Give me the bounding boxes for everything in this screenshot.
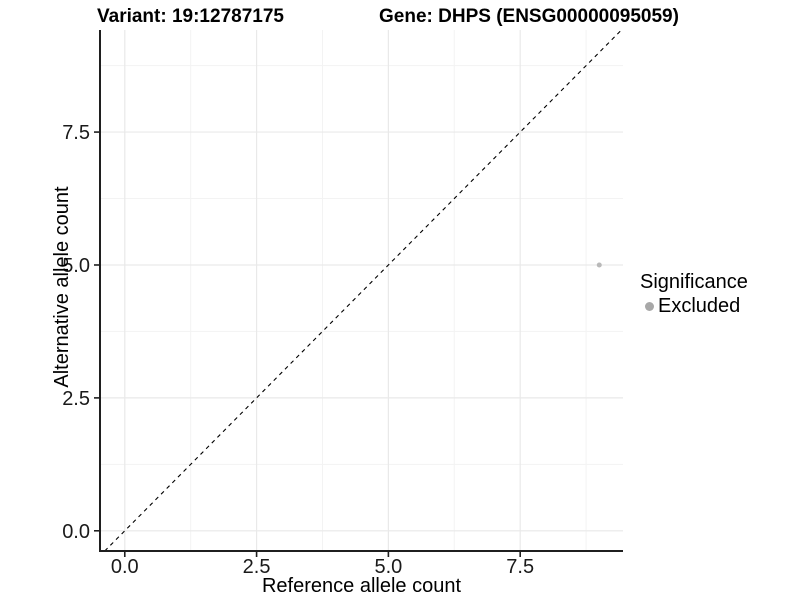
x-tick-label: 5.0 [374, 556, 402, 578]
scatter-point [596, 262, 602, 268]
axis-tick-marks [94, 131, 521, 557]
y-tick-label: 5.0 [62, 255, 90, 277]
y-tick-label: 0.0 [62, 521, 90, 543]
x-axis-title: Reference allele count [261, 575, 461, 597]
plot-title-variant: Variant: 19:12787175 [97, 6, 284, 27]
y-tick-label: 2.5 [62, 388, 90, 410]
axis-lines [99, 30, 623, 552]
identity-reference-line-group [104, 29, 622, 552]
data-points [596, 262, 602, 268]
legend-key-dot-icon [645, 301, 654, 311]
plot-title-gene: Gene: DHPS (ENSG00000095059) [379, 6, 679, 27]
x-tick-label: 0.0 [111, 556, 139, 578]
y-tick-label: 7.5 [62, 122, 90, 144]
x-tick-label: 7.5 [506, 556, 534, 578]
legend: Significance Excluded [640, 271, 748, 317]
legend-title: Significance [640, 271, 748, 293]
axis-tick-labels: 0.0 2.5 5.0 7.5 0.0 2.5 5.0 7.5 [62, 122, 534, 578]
grid-minor [100, 30, 623, 551]
legend-item-excluded: Excluded [640, 295, 748, 317]
identity-line [104, 29, 622, 552]
x-tick-label: 2.5 [243, 556, 271, 578]
y-axis-title: Alternative allele count [51, 186, 73, 388]
legend-item-label: Excluded [658, 295, 741, 317]
grid-major [100, 30, 623, 551]
